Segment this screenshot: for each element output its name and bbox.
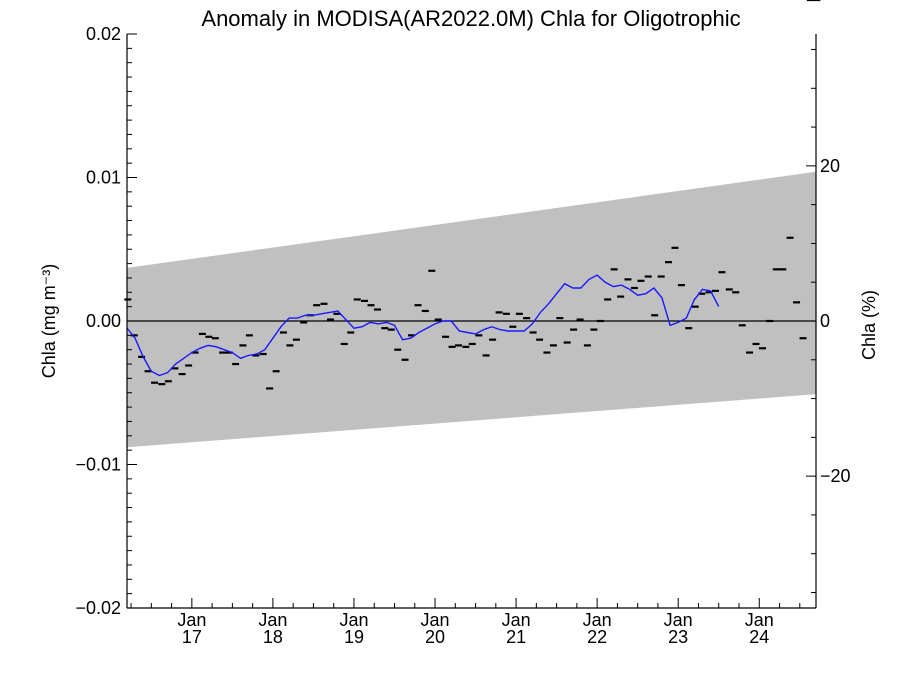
x-tick-label-year: 22: [587, 627, 607, 647]
x-tick-label-year: 23: [668, 627, 688, 647]
tick-layer: 0.020.010.00−0.01−0.02200−20Jan17Jan18Ja…: [75, 24, 850, 647]
right-tick-label: 20: [820, 156, 840, 176]
x-tick-label-year: 21: [506, 627, 526, 647]
x-tick-label-month: Jan: [745, 610, 774, 630]
x-tick-label-month: Jan: [177, 610, 206, 630]
chart-title: Anomaly in MODISA(AR2022.0M) Chla for Ol…: [201, 6, 740, 31]
left-tick-label: 0.02: [86, 24, 121, 44]
x-tick-label-year: 19: [344, 627, 364, 647]
y-axis-label-left: Chla (mg m⁻³): [39, 264, 59, 379]
x-tick-label-month: Jan: [664, 610, 693, 630]
x-tick-label-month: Jan: [339, 610, 368, 630]
right-tick-label: −20: [820, 466, 851, 486]
x-tick-label-month: Jan: [583, 610, 612, 630]
x-tick-label-month: Jan: [421, 610, 450, 630]
x-tick-label-year: 24: [749, 627, 769, 647]
x-tick-label-year: 18: [263, 627, 283, 647]
left-tick-label: 0.00: [86, 311, 121, 331]
uncertainty-band: [127, 171, 816, 448]
smoothed-series-line: [126, 274, 720, 377]
smoothed-line-layer: [126, 274, 720, 377]
x-tick-label-year: 17: [182, 627, 202, 647]
x-tick-label-year: 20: [425, 627, 445, 647]
left-tick-label: 0.01: [86, 168, 121, 188]
x-tick-label-month: Jan: [502, 610, 531, 630]
right-tick-label: 0: [820, 311, 830, 331]
x-tick-label-month: Jan: [258, 610, 287, 630]
y-axis-label-right: Chla (%): [859, 290, 879, 360]
left-tick-label: −0.02: [75, 598, 121, 618]
uncertainty-band-layer: [127, 171, 816, 448]
left-tick-label: −0.01: [75, 455, 121, 475]
